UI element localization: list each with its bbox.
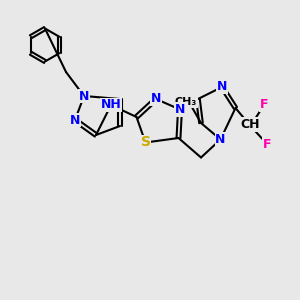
Text: F: F xyxy=(260,98,268,112)
Text: N: N xyxy=(79,89,89,103)
Text: N: N xyxy=(215,133,226,146)
Text: N: N xyxy=(70,113,80,127)
Text: CH₃: CH₃ xyxy=(175,97,197,107)
Text: S: S xyxy=(140,136,151,149)
Text: F: F xyxy=(263,137,271,151)
Text: CH: CH xyxy=(241,118,260,131)
Text: N: N xyxy=(217,80,227,94)
Text: NH: NH xyxy=(100,98,122,112)
Text: N: N xyxy=(151,92,161,106)
Text: CH: CH xyxy=(241,118,260,131)
Text: N: N xyxy=(175,103,185,116)
